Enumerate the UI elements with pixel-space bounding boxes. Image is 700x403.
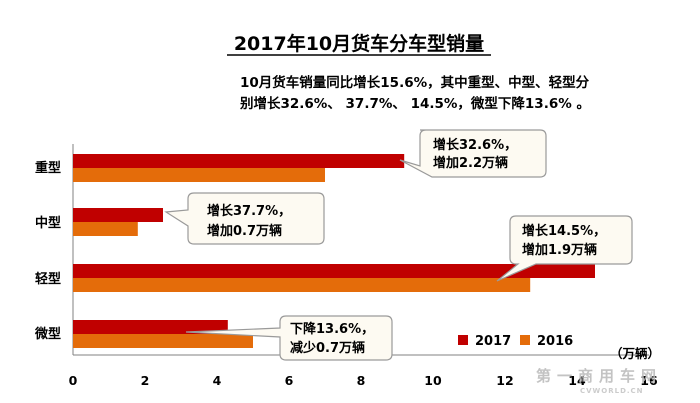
callout-light-bubble: [496, 215, 633, 282]
x-tick-labels: 0 2 4 6 8 10 12 14 16: [69, 373, 658, 388]
category-label-medium: 中型: [35, 215, 61, 231]
bar-heavy-2017: [73, 154, 405, 168]
callout-medium-line-2: 增加0.7万辆: [207, 223, 282, 239]
callout-medium-bubble: [164, 192, 325, 245]
callout-heavy-bubble: [399, 129, 547, 178]
legend-label-2017: 2017: [475, 334, 511, 349]
callout-mini-bubble: [185, 315, 393, 361]
bar-medium-2017: [73, 208, 163, 222]
callout-light-line-1: 增长14.5%，: [522, 223, 606, 239]
category-label-mini: 微型: [34, 326, 61, 342]
bar-mini-2017: [73, 320, 228, 334]
watermark-sub: CVWORLD.CN: [580, 387, 644, 395]
x-tick-label-0: 0: [69, 373, 78, 388]
x-tick-label-12: 12: [496, 373, 513, 388]
x-tick-label-10: 10: [424, 373, 442, 388]
callout-mini: 下降13.6%， 减少0.7万辆: [185, 315, 393, 361]
legend: 2017 2016: [458, 334, 573, 349]
watermark-text: 第一商用车网: [536, 367, 662, 385]
callout-light: 增长14.5%， 增加1.9万辆: [496, 215, 633, 282]
unit-label: （万辆）: [610, 346, 660, 361]
bar-light-2016: [73, 278, 531, 292]
subtitle-line-2: 别增长32.6%、 37.7%、 14.5%，微型下降13.6% 。: [239, 95, 590, 112]
callout-heavy-line-2: 增加2.2万辆: [433, 155, 508, 171]
bar-heavy-2016: [73, 168, 325, 182]
bars-group: [73, 154, 595, 348]
x-tick-label-16: 16: [640, 373, 658, 388]
callout-light-line-2: 增加1.9万辆: [522, 242, 597, 258]
x-tick-label-2: 2: [141, 373, 150, 388]
callout-heavy: 增长32.6%， 增加2.2万辆: [399, 129, 547, 178]
category-label-heavy: 重型: [35, 160, 61, 176]
callout-medium-line-1: 增长37.7%，: [207, 203, 291, 219]
x-tick-label-4: 4: [213, 373, 222, 388]
callout-medium: 增长37.7%， 增加0.7万辆: [164, 192, 325, 245]
legend-swatch-2016: [520, 335, 530, 345]
callout-heavy-line-1: 增长32.6%，: [433, 137, 517, 153]
legend-swatch-2017: [458, 335, 468, 345]
callout-mini-line-1: 下降13.6%，: [290, 321, 374, 337]
watermark: 第一商用车网 CVWORLD.CN: [536, 367, 662, 395]
category-label-light: 轻型: [35, 271, 61, 287]
chart-title: 2017年10月货车分车型销量: [234, 32, 484, 55]
x-tick-label-8: 8: [357, 373, 366, 388]
bar-medium-2016: [73, 222, 138, 236]
x-tick-label-6: 6: [285, 373, 294, 388]
subtitle-line-1: 10月货车销量同比增长15.6%，其中重型、中型、轻型分: [240, 74, 590, 91]
bar-light-2017: [73, 264, 595, 278]
x-tick-label-14: 14: [568, 373, 586, 388]
legend-label-2016: 2016: [537, 334, 573, 349]
bar-mini-2016: [73, 334, 253, 348]
callout-mini-line-2: 减少0.7万辆: [290, 340, 365, 356]
